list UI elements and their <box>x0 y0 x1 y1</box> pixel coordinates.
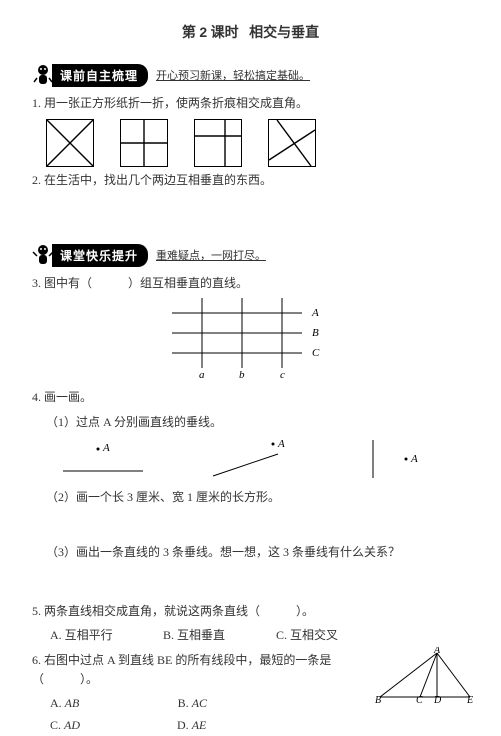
q5-text: 5. 两条直线相交成直角，就说这两条直线（ ）。 <box>32 602 469 621</box>
grid-label-a: a <box>199 369 205 380</box>
q5-options: A. 互相平行 B. 互相垂直 C. 互相交叉 <box>50 625 469 647</box>
q6-text-span: 6. 右图中过点 A 到直线 BE 的所有线段中，最短的一条是（ ）。 <box>32 653 331 686</box>
grid-label-A: A <box>311 307 319 319</box>
section-2-header: 课堂快乐提升 重难疑点，一网打尽。 <box>32 242 469 268</box>
square-2 <box>120 119 168 167</box>
q5-opt-C: C. 互相交叉 <box>276 625 386 647</box>
fig-3: A <box>358 436 428 482</box>
squares-row <box>46 119 469 167</box>
q6-opt-B: B. AC <box>178 693 302 715</box>
mascot-icon <box>32 62 54 88</box>
page-title: 第 2 课时 相交与垂直 <box>32 22 469 42</box>
square-3 <box>194 119 242 167</box>
q4-3: （3）画出一条直线的 3 条垂线。想一想，这 3 条垂线有什么关系？ <box>46 543 469 560</box>
grid-label-C: C <box>312 347 320 359</box>
section-2-subtext: 重难疑点，一网打尽。 <box>156 247 266 263</box>
q6-opt-C: C. AD <box>50 715 174 736</box>
q5-opt-B: B. 互相垂直 <box>163 625 273 647</box>
point-A-2: A <box>277 438 285 450</box>
q6-text: 6. 右图中过点 A 到直线 BE 的所有线段中，最短的一条是（ ）。 <box>32 651 375 689</box>
q6-opt-D: D. AE <box>177 715 302 736</box>
q2-text: 2. 在生活中，找出几个两边互相垂直的东西。 <box>32 171 469 190</box>
grid-label-b: b <box>239 369 245 380</box>
fig-2: A <box>208 436 298 482</box>
point-A-3: A <box>410 453 418 465</box>
point-A-1: A <box>102 442 110 454</box>
q3-grid: A B C a b c <box>162 298 469 384</box>
section-2-ribbon: 课堂快乐提升 <box>52 244 148 267</box>
tri-B: B <box>375 695 381 703</box>
q4-1: （1）过点 A 分别画直线的垂线。 <box>46 413 469 430</box>
q6-triangle: A B C D E <box>375 647 475 707</box>
title-topic: 相交与垂直 <box>249 26 319 41</box>
tri-D: D <box>433 695 442 703</box>
square-4 <box>268 119 316 167</box>
title-mid: 课时 <box>207 26 239 41</box>
q4-2: （2）画一个长 3 厘米、宽 1 厘米的长方形。 <box>46 488 469 505</box>
q4-1-text: （1）过点 A 分别画直线的垂线。 <box>46 415 222 429</box>
section-1-ribbon: 课前自主梳理 <box>52 64 148 87</box>
section-1-header: 课前自主梳理 开心预习新课，轻松搞定基础。 <box>32 62 469 88</box>
fig-1: A <box>58 436 148 482</box>
grid-label-B: B <box>312 327 319 339</box>
title-prefix: 第 <box>182 26 200 41</box>
tri-E: E <box>466 695 473 703</box>
section-1-subtext: 开心预习新课，轻松搞定基础。 <box>156 67 310 83</box>
grid-label-c: c <box>280 369 285 380</box>
q5-opt-A: A. 互相平行 <box>50 625 160 647</box>
q4-1-figures: A A A <box>58 436 469 482</box>
q6-opt-A: A. AB <box>50 693 175 715</box>
q4-text: 4. 画一画。 <box>32 388 469 407</box>
square-1 <box>46 119 94 167</box>
title-num: 2 <box>199 24 207 40</box>
q6-options: A. AB B. AC C. AD D. AE <box>50 693 375 736</box>
q3-text: 3. 图中有（ ）组互相垂直的直线。 <box>32 274 469 293</box>
mascot-icon-2 <box>32 242 54 268</box>
q1-text: 1. 用一张正方形纸折一折，使两条折痕相交成直角。 <box>32 94 469 113</box>
tri-C: C <box>416 695 423 703</box>
tri-A: A <box>433 647 441 656</box>
